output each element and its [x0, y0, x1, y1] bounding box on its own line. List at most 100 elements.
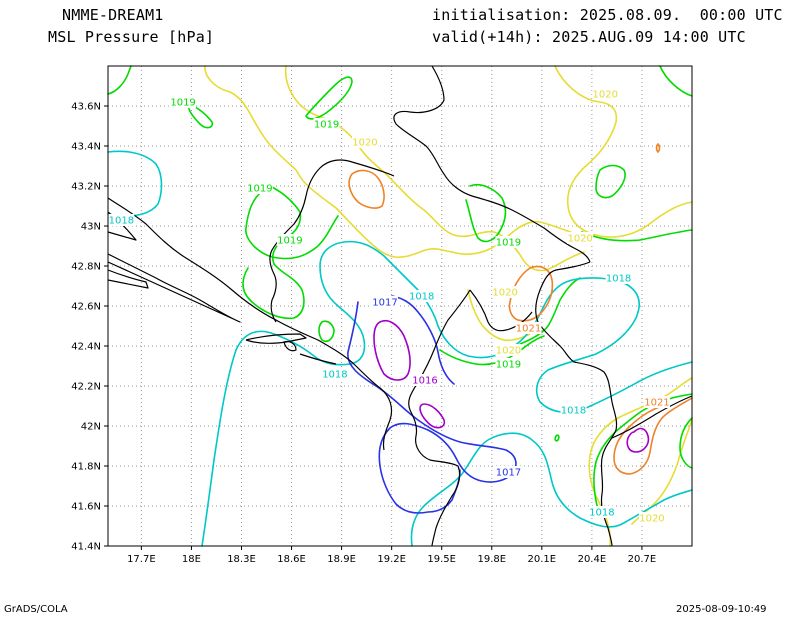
isobar-1019: [305, 76, 353, 120]
contour-label: 1018: [321, 368, 348, 381]
contour-label-mask: [408, 290, 435, 302]
contour-label-text: 1018: [606, 274, 631, 285]
isobar-1020: [284, 65, 585, 272]
contour-label-mask: [371, 296, 398, 308]
isobar-1021: [655, 143, 661, 153]
contour-label-text: 1019: [314, 120, 339, 131]
contour-label-text: 1021: [516, 324, 541, 335]
lat-tick-label: 43N: [81, 222, 101, 233]
contour-label-mask: [560, 404, 587, 416]
lon-tick-label: 19.5E: [427, 554, 456, 565]
isobar-1017: [391, 295, 455, 385]
contour-label-text: 1016: [412, 376, 437, 387]
coastline: [107, 253, 241, 323]
lat-tick-label: 41.6N: [71, 502, 101, 513]
contour-label: 1021: [643, 396, 670, 409]
contour-label-text: 1018: [561, 406, 586, 417]
axis-ticks: 17.7E 18E 18.3E 18.6E 18.9E 19.2E 19.5E 19.8E 20…: [71, 102, 656, 566]
contour-label-mask: [351, 136, 378, 148]
isobar-1016: [626, 427, 650, 453]
isobar-1020: [631, 419, 693, 525]
valid-time: valid(+14h): 2025.AUG.09 14:00 UTC: [432, 28, 746, 46]
lon-tick-label: 19.8E: [477, 554, 506, 565]
contour-label-text: 1017: [372, 298, 397, 309]
contour-label-text: 1020: [352, 138, 377, 149]
border-line: [535, 261, 618, 547]
contour-label-mask: [412, 374, 439, 386]
isobar-1020: [204, 65, 587, 259]
isobar-1017: [347, 301, 517, 514]
contour-label: 1019: [313, 118, 340, 131]
software-credit: GrADS/COLA: [4, 604, 68, 615]
contour-label-text: 1021: [644, 398, 669, 409]
lat-tick-label: 41.8N: [71, 462, 101, 473]
contour-label-text: 1020: [593, 90, 618, 101]
contour-label-mask: [638, 512, 665, 524]
contour-label-text: 1019: [247, 184, 272, 195]
lat-tick-label: 42.8N: [71, 262, 101, 273]
contour-label-mask: [170, 96, 197, 108]
coastline: [283, 340, 297, 352]
isobar-1019: [245, 189, 339, 260]
lat-tick-label: 42.6N: [71, 302, 101, 313]
contour-label-mask: [321, 368, 348, 380]
field-name: MSL Pressure [hPa]: [48, 28, 215, 46]
isobar-1019: [519, 277, 581, 345]
lon-tick-label: 20.7E: [628, 554, 657, 565]
isobar-1019: [659, 65, 693, 97]
contour-label: 1019: [495, 236, 522, 249]
contour-label: 1019: [495, 358, 522, 371]
isobar-1019: [318, 320, 335, 343]
lon-tick-label: 17.7E: [127, 554, 156, 565]
contour-label-text: 1018: [409, 292, 434, 303]
contour-label-mask: [492, 286, 519, 298]
contour-label: 1020: [495, 344, 522, 357]
contour-label-mask: [643, 396, 670, 408]
isobar-1016: [373, 320, 411, 381]
contour-label-mask: [588, 506, 615, 518]
border-line: [393, 65, 591, 263]
plot-timestamp: 2025-08-09-10:49: [676, 604, 767, 615]
isobar-1020: [588, 377, 693, 547]
isobar-1019: [581, 229, 693, 242]
isobar-1019: [595, 164, 626, 199]
lon-tick-label: 18.6E: [277, 554, 306, 565]
lat-tick-label: 43.2N: [71, 182, 101, 193]
contour-label: 1020: [592, 88, 619, 101]
lat-tick-label: 42.2N: [71, 382, 101, 393]
contour-label-text: 1017: [496, 468, 521, 479]
contour-label: 1019: [170, 96, 197, 109]
lon-tick-label: 20.4E: [578, 554, 607, 565]
contour-label-text: 1020: [567, 234, 592, 245]
border-line: [408, 289, 471, 547]
isobar-1021: [508, 265, 554, 322]
contour-label: 1020: [567, 232, 594, 245]
contour-label-mask: [495, 236, 522, 248]
isobar-1019: [593, 393, 693, 511]
contour-label: 1018: [408, 290, 435, 303]
contour-label-text: 1019: [496, 360, 521, 371]
contour-label-mask: [592, 88, 619, 100]
coastline-and-borders: [107, 65, 693, 547]
isobar-1019: [465, 183, 507, 243]
contour-label: 1020: [351, 136, 378, 149]
isobar-1019: [554, 434, 560, 442]
contour-label-text: 1019: [277, 236, 302, 247]
lat-tick-label: 41.4N: [71, 542, 101, 553]
coastline: [107, 269, 149, 289]
isobar-1021: [348, 169, 385, 209]
contour-label-mask: [567, 232, 594, 244]
isobar-1016: [419, 403, 446, 429]
contour-label: 1020: [638, 512, 665, 525]
contour-label-mask: [495, 466, 522, 478]
lat-tick-label: 43.6N: [71, 102, 101, 113]
lon-tick-label: 20.1E: [528, 554, 557, 565]
lat-tick-label: 42.4N: [71, 342, 101, 353]
coastline: [245, 333, 307, 344]
contour-label-text: 1018: [109, 216, 134, 227]
contour-label: 1018: [108, 214, 135, 227]
border-line: [611, 395, 693, 439]
contour-label-mask: [495, 358, 522, 370]
lon-tick-label: 18E: [182, 554, 201, 565]
